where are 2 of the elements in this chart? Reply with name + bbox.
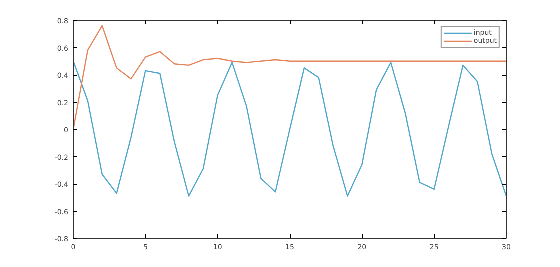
line-series [74, 60, 506, 197]
line-series [74, 25, 506, 130]
